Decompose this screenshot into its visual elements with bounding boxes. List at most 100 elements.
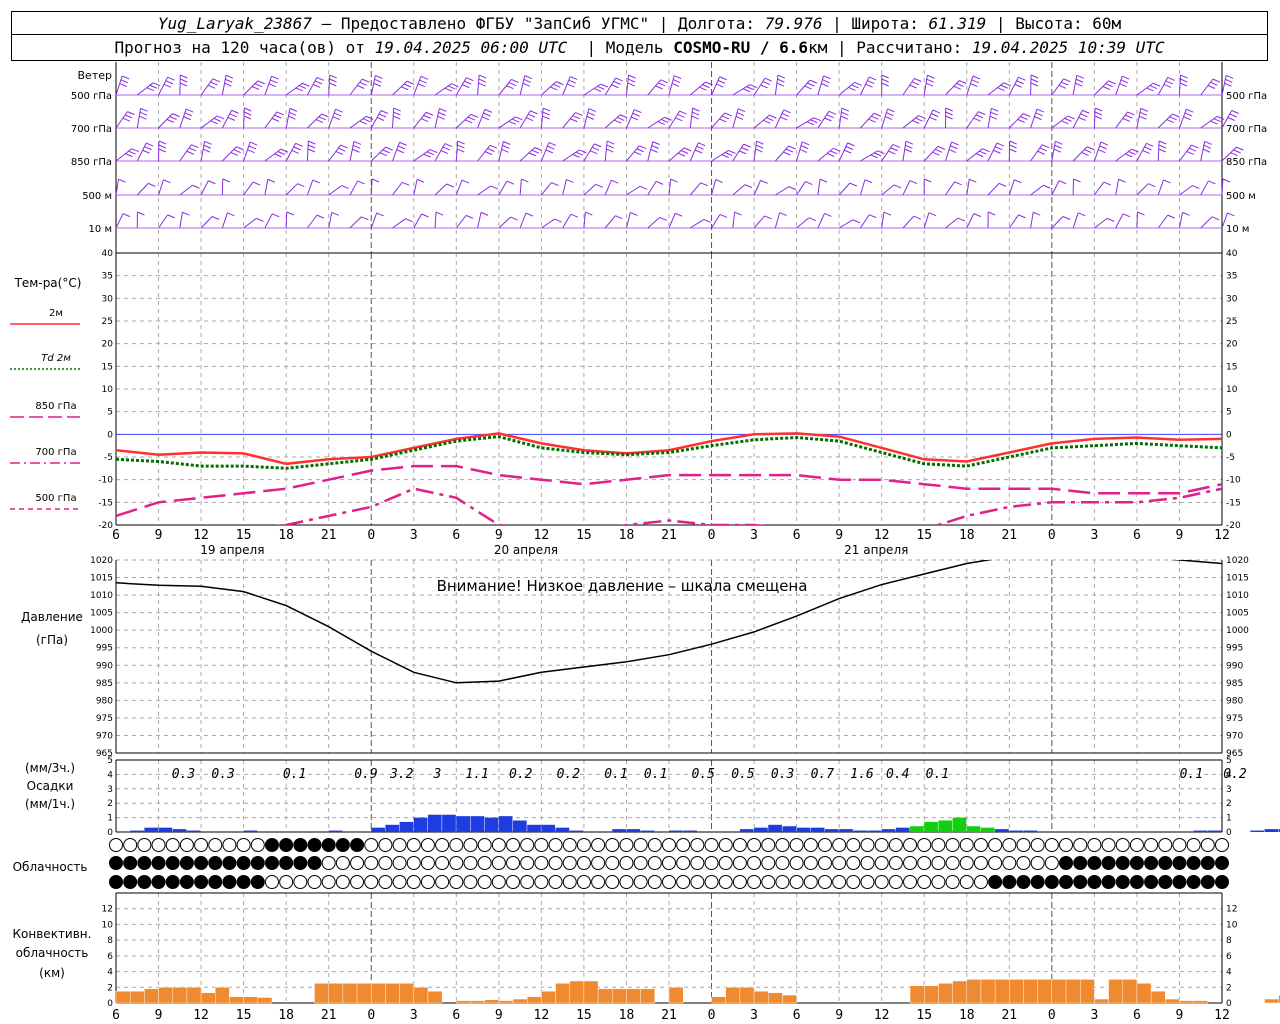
conv-bar	[753, 991, 769, 1004]
wind-barb-feather	[755, 148, 763, 153]
wind-level-label-left: 850 гПа	[71, 157, 112, 168]
wind-barb-feather	[374, 78, 382, 83]
wind-barb-feather	[222, 178, 230, 183]
wind-barb-feather	[1179, 82, 1188, 87]
wind-barb-feather	[1100, 141, 1109, 146]
pres-title: Давление	[21, 610, 83, 624]
wind-barb-feather	[188, 147, 197, 152]
wind-barb-feather	[446, 183, 454, 188]
wind-barb-feather	[444, 143, 453, 148]
cloud-cover-circle	[435, 875, 450, 889]
cloud-cover-circle	[1200, 875, 1215, 889]
conv-hour-tick: 6	[1133, 1008, 1141, 1023]
wind-barb-feather	[438, 111, 446, 116]
conv-ytick-right: 8	[1226, 936, 1232, 946]
wind-barb-feather	[375, 74, 383, 79]
wind-barb	[136, 108, 142, 129]
wind-barb-feather	[396, 149, 404, 154]
wind-barb-feather	[315, 119, 324, 124]
wind-barb-feather	[719, 76, 727, 81]
wind-barb-feather	[385, 146, 393, 151]
temp-ytick-left: -5	[104, 453, 113, 463]
wind-barb	[1030, 74, 1032, 96]
wind-barb-feather	[885, 116, 893, 120]
wind-barb-feather	[1166, 119, 1174, 124]
cloud-cover-circle	[222, 838, 237, 852]
wind-barb-feather	[1180, 78, 1188, 83]
wind-barb	[285, 183, 298, 196]
wind-barb-feather	[1207, 85, 1216, 89]
cloud-cover-circle	[761, 856, 776, 870]
wind-barb-feather	[359, 120, 367, 125]
precip-bar	[754, 827, 768, 832]
wind-barb	[1072, 75, 1078, 96]
wind-barb	[115, 179, 119, 196]
wind-barb-feather	[378, 113, 387, 118]
model-value: COSMO-RU / 6.6	[673, 38, 809, 57]
wind-barb-feather	[556, 81, 564, 86]
cloud-cover-circle	[662, 838, 676, 852]
wind-barb	[328, 75, 331, 96]
wind-barb-feather	[915, 117, 923, 122]
cloud-cover-circle	[931, 875, 946, 889]
cloud-cover-circle	[775, 856, 790, 870]
temp-ytick-right: 5	[1226, 408, 1232, 418]
cloud-cover-circle	[1215, 856, 1229, 870]
wind-barb	[604, 215, 616, 229]
wind-barb	[370, 110, 382, 129]
cloud-cover-circle	[874, 856, 889, 870]
wind-barb	[711, 214, 721, 229]
wind-barb-feather	[1061, 120, 1069, 125]
cloud-cover-circle	[945, 875, 960, 889]
wind-barb	[775, 186, 790, 196]
conv-bar	[1023, 979, 1038, 1004]
wind-barb-feather	[361, 78, 370, 83]
wind-barb-feather	[1225, 78, 1233, 83]
cloud-cover-circle	[619, 875, 634, 889]
wind-barb-feather	[664, 116, 672, 121]
wind-barb-feather	[760, 179, 768, 184]
cloud-cover-circle	[321, 875, 336, 889]
pres-ytick-left: 980	[96, 696, 113, 706]
wind-barb-feather	[548, 141, 557, 146]
wind-barb	[1030, 108, 1038, 129]
wind-barb	[987, 142, 998, 162]
wind-barb-feather	[877, 150, 885, 155]
wind-barb	[498, 216, 511, 229]
cloud-cover-circle	[1186, 875, 1201, 889]
cloud-cover-circle	[903, 875, 918, 889]
wind-barb-feather	[887, 108, 895, 113]
header-line-1: Yug_Laryak_23867 – Предоставлено ФГБУ "З…	[11, 11, 1268, 35]
wind-barb-feather	[951, 141, 959, 146]
wind-barb-feather	[128, 150, 136, 155]
wind-barb-feather	[762, 81, 770, 86]
conv-bar	[541, 991, 556, 1004]
wind-barb-feather	[511, 78, 519, 83]
wind-barb-feather	[890, 147, 898, 152]
wind-barb-feather	[508, 82, 517, 87]
wind-barb-feather	[844, 149, 852, 154]
conv-bar	[498, 1000, 514, 1004]
conv-bar	[527, 996, 542, 1004]
cloud-cover-circle	[1016, 856, 1031, 870]
wind-barb-feather	[1131, 148, 1139, 153]
precip-3h-total: 0.5	[731, 767, 755, 782]
wind-barb-feather	[673, 75, 682, 80]
cloud-cover-circle	[137, 875, 152, 889]
cloud-cover-circle	[676, 838, 691, 852]
wind-barb-feather	[591, 146, 600, 151]
wind-barb-feather	[1033, 211, 1041, 216]
wind-barb-feather	[987, 211, 996, 216]
pres-ytick-right: 1005	[1226, 609, 1249, 619]
prec-ytick-left: 0	[107, 828, 113, 838]
cloud-cover-circle	[250, 875, 265, 889]
cloud-cover-circle	[803, 856, 818, 870]
temp-ytick-right: -10	[1226, 476, 1241, 486]
wind-barb	[987, 183, 1000, 196]
wind-barb-feather	[1122, 213, 1131, 218]
wind-barb-feather	[945, 107, 953, 112]
wind-barb-feather	[799, 149, 808, 153]
wind-barb-feather	[1146, 142, 1154, 147]
cloud-cover-circle	[179, 856, 194, 870]
wind-barb	[647, 141, 654, 162]
